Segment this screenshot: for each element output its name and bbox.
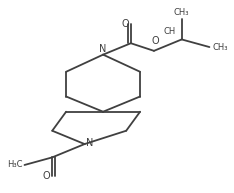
Text: O: O [151,36,159,46]
Text: O: O [43,171,50,181]
Text: CH₃: CH₃ [174,8,190,17]
Text: N: N [99,44,107,54]
Text: N: N [86,138,93,148]
Text: O: O [121,19,129,29]
Text: CH₃: CH₃ [213,42,228,52]
Text: CH: CH [164,27,176,36]
Text: H₃C: H₃C [7,160,22,168]
